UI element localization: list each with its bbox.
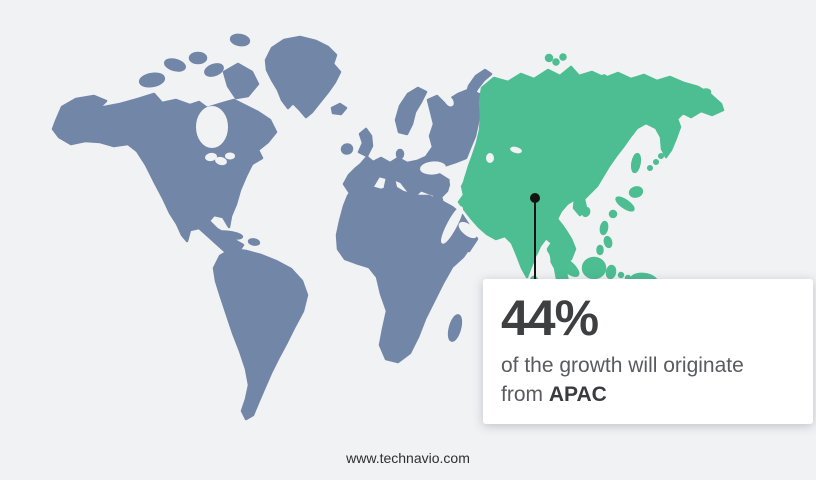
growth-description-prefix: from bbox=[501, 383, 549, 406]
apac-marker-dot bbox=[530, 193, 540, 203]
growth-percent: 44% bbox=[501, 290, 599, 346]
seas-and-lakes bbox=[196, 95, 551, 278]
growth-region-label: APAC bbox=[548, 383, 607, 406]
region-apac bbox=[457, 53, 725, 290]
growth-description: of the growth will originate from APAC bbox=[501, 351, 803, 409]
growth-description-line1: of the growth will originate bbox=[501, 354, 744, 377]
region-north-america bbox=[51, 33, 278, 278]
region-europe bbox=[340, 68, 493, 206]
region-greenland-iceland bbox=[264, 35, 348, 119]
watermark-url: www.technavio.com bbox=[346, 450, 470, 466]
region-africa bbox=[335, 184, 472, 364]
growth-callout-card: 44% of the growth will originate from APA… bbox=[483, 279, 813, 424]
region-south-america bbox=[212, 247, 309, 421]
